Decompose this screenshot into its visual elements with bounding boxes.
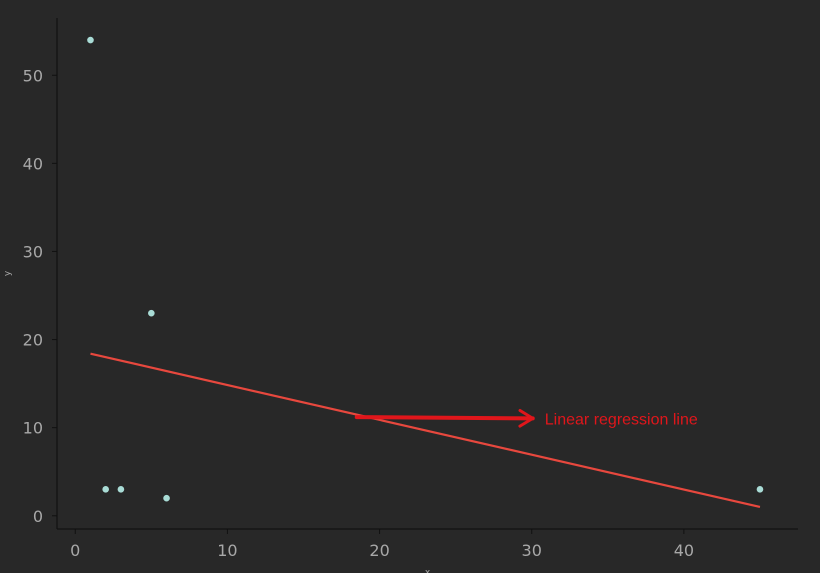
y-tick-label: 40 bbox=[23, 154, 43, 173]
x-tick-label: 20 bbox=[369, 541, 389, 560]
scatter-points bbox=[87, 36, 764, 502]
axes bbox=[56, 18, 798, 530]
x-tick-label: 40 bbox=[674, 541, 694, 560]
y-axis-label: y bbox=[3, 270, 13, 276]
y-tick-label: 50 bbox=[23, 66, 43, 85]
data-point bbox=[87, 36, 94, 44]
data-point bbox=[102, 486, 109, 493]
regression-line bbox=[90, 352, 761, 509]
x-axis-label: x bbox=[425, 568, 431, 573]
data-point bbox=[756, 486, 764, 493]
y-ticks: 0 10 20 30 40 50 bbox=[23, 66, 57, 526]
annotation-arrow-shaft bbox=[354, 415, 535, 421]
annotation-arrow-head bbox=[518, 408, 535, 428]
x-tick-label: 10 bbox=[217, 541, 237, 560]
x-ticks: 0 10 20 30 40 bbox=[70, 529, 694, 560]
regression-line-layer bbox=[90, 352, 761, 509]
y-tick-label: 0 bbox=[33, 507, 43, 526]
annotation-text: Linear regression line bbox=[545, 411, 698, 428]
data-point bbox=[163, 494, 170, 502]
data-point bbox=[148, 309, 155, 317]
y-tick-label: 20 bbox=[23, 331, 43, 350]
x-tick-label: 0 bbox=[70, 541, 80, 560]
y-tick-label: 10 bbox=[23, 419, 43, 438]
data-point bbox=[117, 486, 125, 493]
y-tick-label: 30 bbox=[23, 242, 43, 261]
annotation: Linear regression line bbox=[354, 408, 698, 428]
x-tick-label: 30 bbox=[522, 541, 542, 560]
